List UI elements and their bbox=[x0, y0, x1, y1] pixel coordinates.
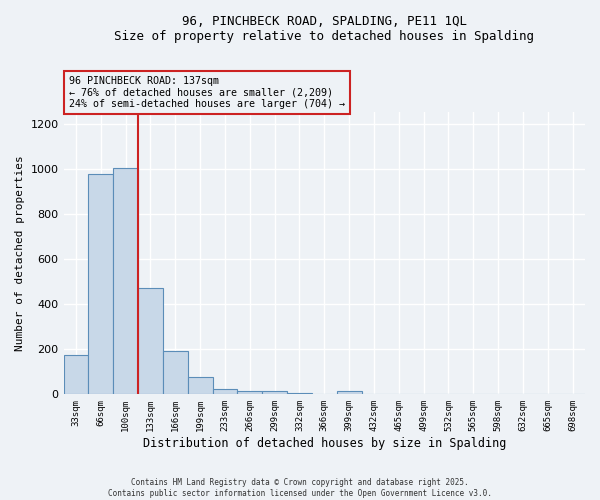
Bar bbox=[64, 355, 88, 395]
Bar bbox=[212, 390, 238, 394]
Bar bbox=[262, 392, 287, 394]
Text: 96 PINCHBECK ROAD: 137sqm
← 76% of detached houses are smaller (2,209)
24% of se: 96 PINCHBECK ROAD: 137sqm ← 76% of detac… bbox=[69, 76, 345, 110]
Bar bbox=[138, 288, 163, 395]
Bar bbox=[188, 378, 212, 394]
Text: Contains HM Land Registry data © Crown copyright and database right 2025.
Contai: Contains HM Land Registry data © Crown c… bbox=[108, 478, 492, 498]
X-axis label: Distribution of detached houses by size in Spalding: Distribution of detached houses by size … bbox=[143, 437, 506, 450]
Bar bbox=[337, 392, 362, 394]
Bar bbox=[88, 174, 113, 394]
Bar bbox=[287, 393, 312, 394]
Bar bbox=[163, 352, 188, 395]
Bar bbox=[113, 168, 138, 394]
Y-axis label: Number of detached properties: Number of detached properties bbox=[15, 156, 25, 351]
Title: 96, PINCHBECK ROAD, SPALDING, PE11 1QL
Size of property relative to detached hou: 96, PINCHBECK ROAD, SPALDING, PE11 1QL S… bbox=[114, 15, 534, 43]
Bar bbox=[238, 391, 262, 394]
